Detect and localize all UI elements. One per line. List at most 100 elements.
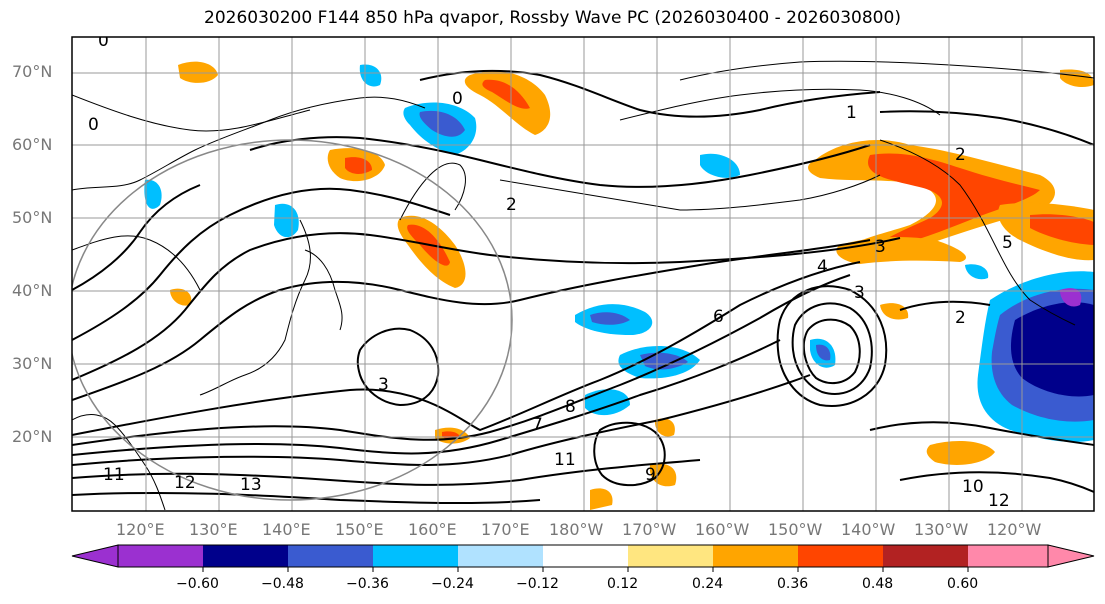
rossby-wave-circle xyxy=(72,139,513,501)
contour-10 xyxy=(72,184,201,291)
contour-label: 0 xyxy=(88,115,99,135)
colorbar-frame xyxy=(117,544,1049,568)
anomaly-japan-neg xyxy=(274,203,299,238)
contour-9 xyxy=(72,187,451,341)
lon-label: 160°E xyxy=(408,520,457,539)
lon-label: 140°W xyxy=(841,520,896,539)
contour-4 xyxy=(72,374,811,466)
colorbar-segment xyxy=(628,545,713,567)
colorbar-tick-label: −0.60 xyxy=(176,576,219,592)
anomaly-mid-neg xyxy=(965,264,989,280)
contour-label: 9 xyxy=(645,465,656,485)
colorbar-tick-label: 0.60 xyxy=(947,576,979,592)
coastline-alaska xyxy=(499,88,941,211)
lat-label: 30°N xyxy=(12,354,53,373)
contour-label: 11 xyxy=(554,450,576,470)
contour-label: 1 xyxy=(846,103,857,123)
anomaly-far-north xyxy=(1060,69,1094,88)
lon-label: 130°W xyxy=(914,520,969,539)
contour-label: 4 xyxy=(817,257,828,277)
contour-8 xyxy=(72,232,901,381)
colorbar-tick-label: 0.24 xyxy=(692,576,724,592)
map-frame xyxy=(71,36,1095,512)
anomaly-mid-pacific xyxy=(880,303,909,320)
coastline-kamchatka xyxy=(399,162,466,221)
contour-label: 3 xyxy=(854,283,865,303)
graticule xyxy=(72,37,1094,511)
contour-label: 5 xyxy=(1002,233,1013,253)
anomaly-bering-core xyxy=(482,79,530,109)
height-contours xyxy=(72,69,1094,505)
contour-label: 11 xyxy=(103,465,125,485)
colorbar-segment xyxy=(883,545,968,567)
colorbar-segment xyxy=(203,545,288,567)
contour-low-east-mid xyxy=(791,302,873,395)
contour-13 xyxy=(879,110,1094,146)
colorbar-segment xyxy=(798,545,883,567)
anomaly-alaska-panhandle xyxy=(808,140,1055,258)
contour-label: 2 xyxy=(955,308,966,328)
lon-label: 120°E xyxy=(116,520,165,539)
lat-label: 60°N xyxy=(12,135,53,154)
lon-label: 140°E xyxy=(262,520,311,539)
map-title: 2026030200 F144 850 hPa qvapor, Rossby W… xyxy=(204,8,901,28)
anomaly-bc-coast-core xyxy=(1030,214,1094,245)
anomaly-east-pacific-core xyxy=(1010,302,1094,397)
lon-label: 180°W xyxy=(549,520,604,539)
contour-label: 0 xyxy=(98,31,109,51)
contour-east-bottom xyxy=(899,471,1094,493)
contour-label: 3 xyxy=(378,375,389,395)
lon-label: 170°E xyxy=(481,520,530,539)
anomaly-mid-south xyxy=(654,418,675,437)
colorbar-tick-label: −0.48 xyxy=(261,576,304,592)
negative-anomaly-shading xyxy=(144,64,1094,442)
contour-low-east-inner xyxy=(802,318,861,385)
coastline-southeast-asia xyxy=(72,414,166,511)
contour-label: 12 xyxy=(988,491,1010,511)
lat-label: 70°N xyxy=(12,62,53,81)
contour-label: 2 xyxy=(506,195,517,215)
contour-7 xyxy=(72,239,871,401)
contour-5 xyxy=(72,459,701,486)
contour-label: 10 xyxy=(962,477,984,497)
contour-low-central xyxy=(356,327,440,407)
contour-label: 7 xyxy=(532,415,543,435)
anomaly-east-pacific-extreme xyxy=(1060,288,1082,307)
anomaly-central-south xyxy=(649,463,677,487)
lon-label: 150°W xyxy=(768,520,823,539)
lon-label: 150°E xyxy=(335,520,384,539)
contour-label: 2 xyxy=(955,145,966,165)
colorbar-extend-right xyxy=(1047,544,1095,568)
coastline-asia xyxy=(72,96,426,396)
colorbar-segment xyxy=(118,545,203,567)
anomaly-siberia-north xyxy=(178,61,218,83)
anomaly-hawaii-neg-core xyxy=(816,344,831,361)
positive-anomaly-shading xyxy=(170,61,1094,510)
colorbar-segment xyxy=(543,545,628,567)
lon-label: 130°E xyxy=(189,520,238,539)
thin-contour-west xyxy=(72,235,201,291)
anomaly-central-pacific-core xyxy=(640,352,688,370)
contour-3 xyxy=(72,339,781,456)
contour-label: 0 xyxy=(452,89,463,109)
thin-contours xyxy=(72,94,311,291)
map-panel: 0 0 0 1 2 2 3 3 3 4 6 7 8 9 10 11 11 12 … xyxy=(72,31,1094,511)
colorbar-segment xyxy=(458,545,543,567)
anomaly-siberia-neg xyxy=(144,179,162,209)
anomaly-subtropical-band-core xyxy=(590,312,630,325)
colorbar-tick-marks xyxy=(202,567,969,572)
contour-1 xyxy=(72,261,861,436)
lon-label: 170°W xyxy=(622,520,677,539)
colorbar xyxy=(71,544,1095,572)
anomaly-jet-south xyxy=(585,389,630,416)
colorbar-extend-left xyxy=(71,544,119,568)
contour-label: 13 xyxy=(240,475,262,495)
colorbar-segment xyxy=(373,545,458,567)
anomaly-hawaii-region xyxy=(926,440,995,465)
colorbar-tick-label: 0.12 xyxy=(607,576,639,592)
coastline-bc xyxy=(879,139,1076,326)
contour-label: 6 xyxy=(713,307,724,327)
anomaly-bering-neg-core xyxy=(419,110,465,137)
contour-6 xyxy=(72,491,541,505)
